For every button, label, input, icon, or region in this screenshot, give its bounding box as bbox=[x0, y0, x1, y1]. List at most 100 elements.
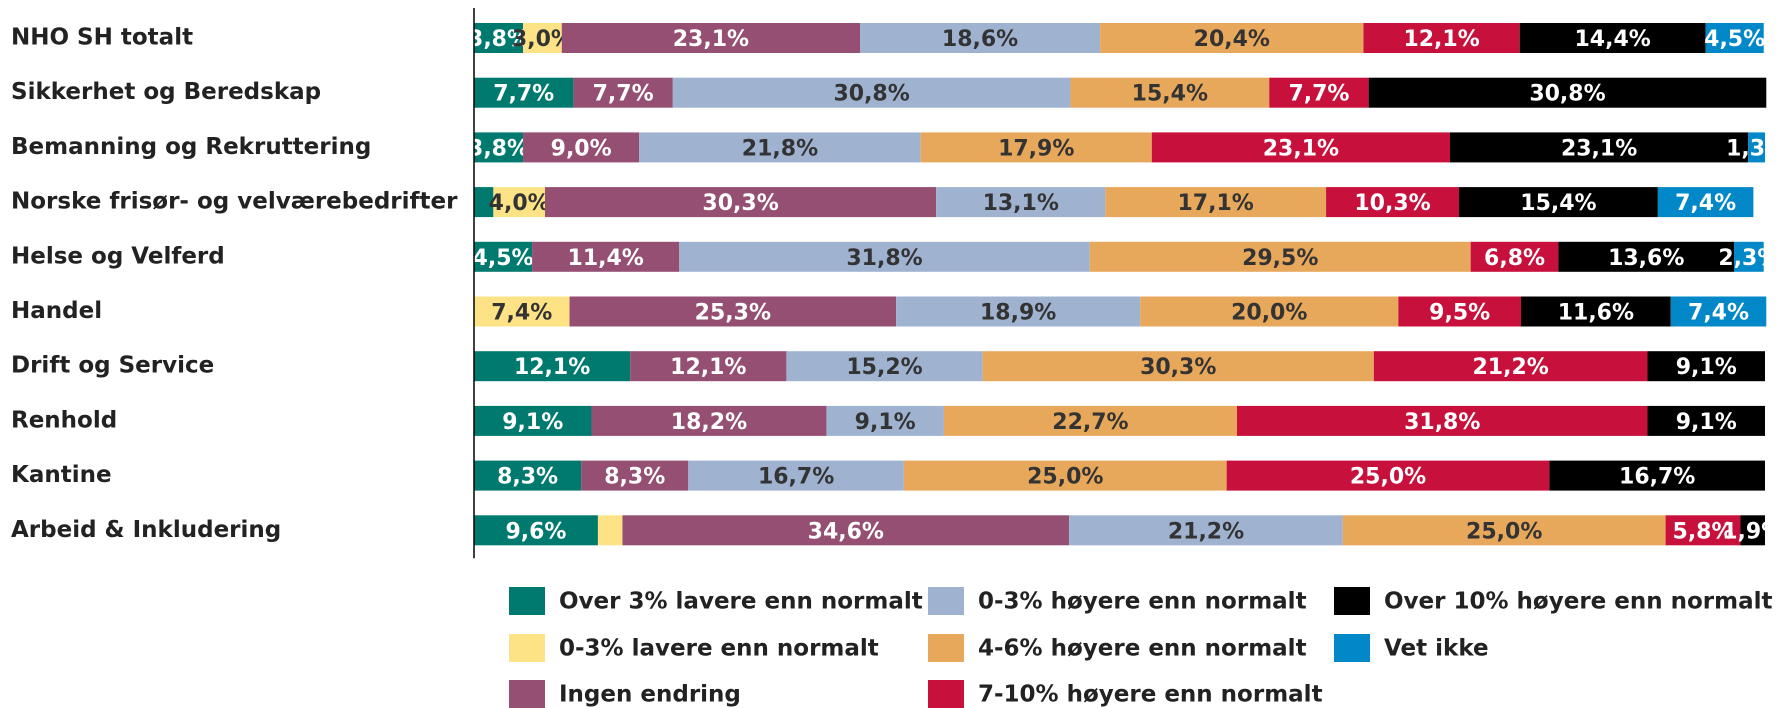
bar-segment bbox=[943, 405, 1237, 436]
bar-segment bbox=[474, 405, 592, 436]
data-label: 9,1% bbox=[855, 410, 916, 435]
bar-segment bbox=[920, 132, 1152, 163]
data-label: 18,9% bbox=[980, 301, 1056, 326]
bar-segment bbox=[1105, 187, 1327, 218]
bar-segment bbox=[474, 460, 582, 491]
data-label: 15,2% bbox=[846, 355, 922, 380]
data-label: 11,6% bbox=[1558, 301, 1634, 326]
data-label: 14,4% bbox=[1574, 27, 1650, 52]
data-label: 18,2% bbox=[671, 410, 747, 435]
legend-swatch bbox=[1334, 634, 1370, 662]
data-label: 30,8% bbox=[1529, 82, 1605, 107]
bar-segment bbox=[1140, 296, 1399, 327]
bar-segment bbox=[1373, 351, 1648, 382]
data-label: 10,3% bbox=[1354, 191, 1430, 216]
bar-segment bbox=[1740, 515, 1765, 546]
bar-segment bbox=[903, 460, 1227, 491]
bar-segment bbox=[474, 351, 631, 382]
legend-label: Over 3% lavere enn normalt bbox=[559, 589, 923, 615]
bar-segment bbox=[630, 351, 787, 382]
category-label: NHO SH totalt bbox=[11, 25, 193, 51]
data-label: 17,9% bbox=[998, 136, 1074, 161]
bar-segment bbox=[591, 405, 827, 436]
bar-segment bbox=[581, 460, 689, 491]
data-label: 25,0% bbox=[1350, 465, 1426, 490]
bar-segment bbox=[896, 296, 1141, 327]
data-label: 16,7% bbox=[1619, 465, 1695, 490]
data-label: 5,8% bbox=[1673, 519, 1734, 544]
bar-segment bbox=[1151, 132, 1450, 163]
data-label: 3,8% bbox=[468, 136, 529, 161]
bar-segment bbox=[860, 23, 1101, 53]
data-label: 29,5% bbox=[1242, 246, 1318, 271]
category-label: Renhold bbox=[11, 407, 117, 433]
data-label: 12,1% bbox=[1403, 27, 1479, 52]
data-label: 7,4% bbox=[491, 301, 552, 326]
data-label: 11,4% bbox=[568, 246, 644, 271]
bar-segment bbox=[1647, 351, 1765, 382]
data-label: 1,9% bbox=[1722, 519, 1783, 544]
data-label: 21,8% bbox=[742, 136, 818, 161]
bar-segment bbox=[561, 23, 861, 53]
category-label: Drift og Service bbox=[11, 353, 214, 379]
bar-segment bbox=[1549, 460, 1765, 491]
legend-label: Over 10% høyere enn normalt bbox=[1384, 589, 1773, 615]
bar-segment bbox=[597, 515, 623, 546]
data-label: 9,6% bbox=[505, 519, 566, 544]
bar-segment bbox=[1100, 23, 1364, 53]
data-label: 20,0% bbox=[1231, 301, 1307, 326]
data-label: 31,8% bbox=[1404, 410, 1480, 435]
category-label: Helse og Velferd bbox=[11, 243, 225, 269]
data-label: 1,3% bbox=[1726, 136, 1787, 161]
bar-segment bbox=[1459, 187, 1658, 218]
data-label: 9,1% bbox=[502, 410, 563, 435]
bar-segment bbox=[1449, 132, 1749, 163]
data-label: 8,3% bbox=[604, 465, 665, 490]
category-label: Arbeid & Inkludering bbox=[11, 517, 281, 543]
data-label: 23,1% bbox=[1561, 136, 1637, 161]
bar-segment bbox=[523, 132, 640, 163]
bar-segment bbox=[1269, 77, 1369, 108]
data-label: 3,8% bbox=[468, 27, 529, 52]
bar-segment bbox=[826, 405, 944, 436]
data-label: 12,1% bbox=[670, 355, 746, 380]
bar-segment bbox=[1363, 23, 1520, 53]
bar-segment bbox=[1236, 405, 1648, 436]
bar-segment bbox=[474, 23, 524, 53]
data-label: 20,4% bbox=[1194, 27, 1270, 52]
legend-label: 0-3% høyere enn normalt bbox=[978, 589, 1307, 615]
category-label: Norske frisør- og velværebedrifter bbox=[11, 189, 458, 215]
data-label: 23,1% bbox=[673, 27, 749, 52]
legend-swatch bbox=[1334, 587, 1370, 615]
bar-segment bbox=[1705, 23, 1764, 53]
data-label: 4,5% bbox=[473, 246, 534, 271]
category-label: Bemanning og Rekruttering bbox=[11, 134, 371, 160]
data-label: 4,5% bbox=[1704, 27, 1765, 52]
bar-segment bbox=[1398, 296, 1522, 327]
data-label: 7,4% bbox=[1688, 301, 1749, 326]
data-label: 30,3% bbox=[1140, 355, 1216, 380]
legend-swatch bbox=[928, 680, 964, 708]
data-label: 21,2% bbox=[1168, 519, 1244, 544]
data-label: 9,1% bbox=[1676, 410, 1737, 435]
legend-label: Ingen endring bbox=[559, 682, 741, 708]
bar-segment bbox=[1368, 77, 1767, 108]
bar-segment bbox=[1558, 241, 1735, 272]
bar-segment bbox=[474, 296, 570, 327]
bar-segment bbox=[1470, 241, 1559, 272]
data-label: 4,0% bbox=[489, 191, 550, 216]
bar-segment bbox=[1226, 460, 1550, 491]
category-label: Handel bbox=[11, 298, 102, 324]
legend-label: 0-3% lavere enn normalt bbox=[559, 636, 879, 662]
bar-segment bbox=[1070, 77, 1270, 108]
bar-segment bbox=[1670, 296, 1767, 327]
data-label: 9,0% bbox=[551, 136, 612, 161]
bar-segment bbox=[688, 460, 904, 491]
bar-segment bbox=[474, 241, 533, 272]
legend-swatch bbox=[928, 634, 964, 662]
bar-segment bbox=[523, 23, 562, 53]
data-label: 6,8% bbox=[1484, 246, 1545, 271]
bar-segment bbox=[493, 187, 546, 218]
data-label: 9,5% bbox=[1429, 301, 1490, 326]
